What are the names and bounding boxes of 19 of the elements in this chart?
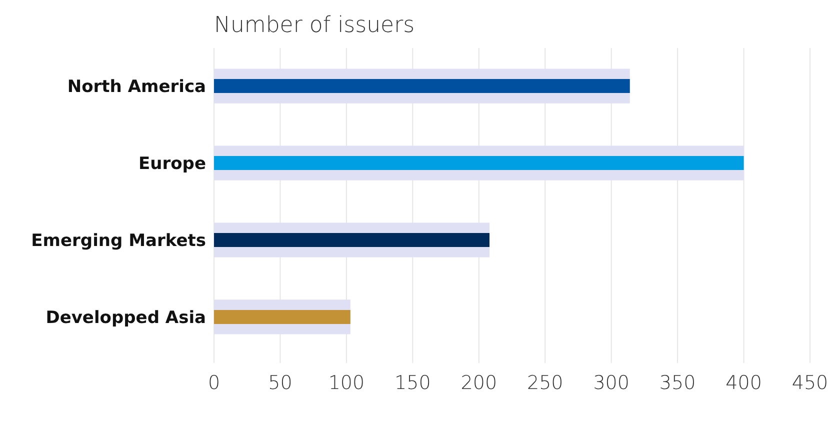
bar [214, 300, 350, 334]
y-tick-label: Developped Asia [46, 308, 206, 328]
x-tick-label: 300 [593, 372, 630, 394]
x-tick-label: 200 [460, 372, 498, 394]
x-tick-label: 250 [526, 372, 564, 394]
y-tick-label: North America [67, 77, 206, 98]
x-tick-label: 350 [659, 372, 696, 394]
x-tick-label: 150 [394, 372, 431, 394]
bar [214, 146, 744, 180]
chart-title: Number of issuers [214, 13, 415, 38]
x-tick-label: 0 [208, 372, 220, 394]
y-tick-label: Emerging Markets [31, 230, 206, 251]
x-tick-label: 450 [792, 372, 828, 394]
bar [214, 222, 490, 258]
bar [214, 68, 630, 104]
x-tick-label: 400 [726, 372, 762, 394]
y-tick-label: Europe [138, 154, 206, 174]
x-tick-label: 50 [268, 372, 292, 394]
x-tick-label: 100 [328, 372, 365, 394]
